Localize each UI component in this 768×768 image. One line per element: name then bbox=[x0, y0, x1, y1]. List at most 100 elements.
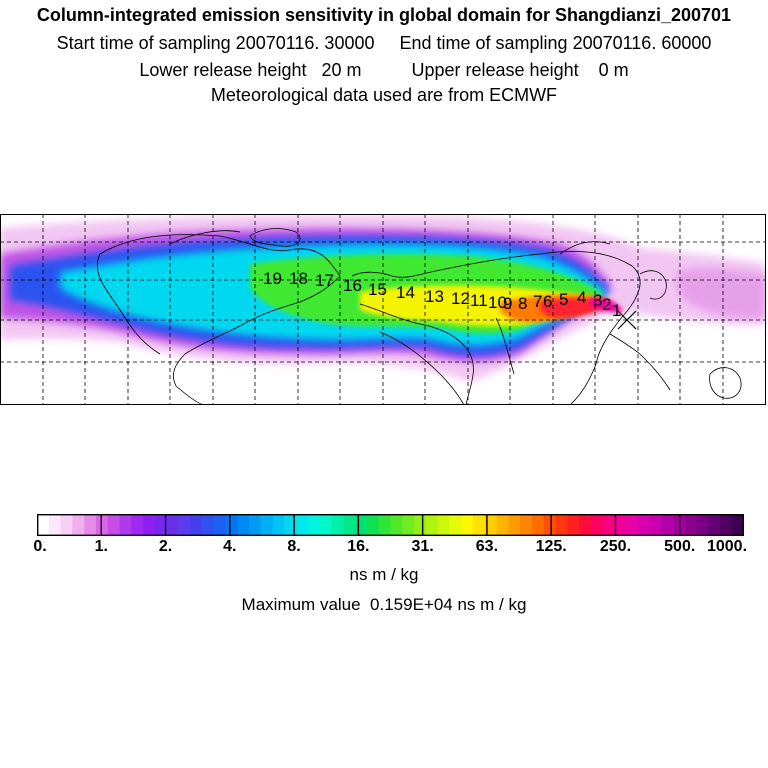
day-label: 5 bbox=[559, 290, 568, 309]
colorbar-tick-label: 0. bbox=[33, 538, 47, 555]
colorbar-cell bbox=[131, 514, 144, 536]
colorbar-cell bbox=[461, 514, 474, 536]
colorbar-cell bbox=[425, 514, 439, 536]
colorbar-cell bbox=[60, 514, 73, 536]
day-label: 7 bbox=[533, 292, 542, 311]
colorbar bbox=[37, 514, 744, 536]
colorbar-cell bbox=[508, 514, 521, 536]
trajectory-day-labels: 19 18 17 16 15 14 13 12 11 10 9 8 7 6 5 … bbox=[263, 269, 621, 320]
colorbar-cell bbox=[661, 514, 674, 536]
colorbar-cell bbox=[143, 514, 156, 536]
colorbar-cell bbox=[614, 514, 627, 536]
colorbar-cell bbox=[437, 514, 450, 536]
day-label: 18 bbox=[289, 269, 308, 288]
colorbar-cell bbox=[472, 514, 486, 536]
colorbar-cell bbox=[484, 514, 497, 536]
colorbar-tick-label: 4. bbox=[223, 538, 237, 555]
colorbar-cell bbox=[296, 514, 309, 536]
day-label: 19 bbox=[263, 269, 282, 288]
colorbar-tick-label: 31. bbox=[411, 538, 434, 555]
graticule bbox=[0, 214, 766, 405]
day-label: 8 bbox=[518, 294, 527, 313]
colorbar-cell bbox=[154, 514, 168, 536]
colorbar-cell bbox=[272, 514, 285, 536]
colorbar-cell bbox=[390, 514, 403, 536]
colorbar-cell bbox=[579, 514, 592, 536]
colorbar-tick-label: 2. bbox=[158, 538, 173, 555]
colorbar-cell bbox=[402, 514, 415, 536]
colorbar-tick-label: 8. bbox=[287, 538, 301, 555]
colorbar-cell bbox=[201, 514, 215, 536]
colorbar-cell bbox=[708, 514, 721, 536]
colorbar-cell bbox=[343, 514, 356, 536]
day-label: 4 bbox=[577, 288, 586, 307]
colorbar-cell bbox=[378, 514, 391, 536]
colorbar-cell bbox=[190, 514, 203, 536]
colorbar-cell bbox=[308, 514, 321, 536]
colorbar-cell bbox=[319, 514, 332, 536]
colorbar-tick-label: 250. bbox=[599, 538, 632, 555]
day-label: 11 bbox=[470, 291, 488, 310]
day-label: 9 bbox=[503, 294, 512, 313]
colorbar-tick-label: 1000. bbox=[706, 538, 748, 555]
colorbar-cell bbox=[649, 514, 662, 536]
colorbar-cell bbox=[543, 514, 556, 536]
colorbar-tick-label: 63. bbox=[475, 538, 499, 555]
colorbar-cell bbox=[166, 514, 179, 536]
plot-title: Column-integrated emission sensitivity i… bbox=[36, 5, 732, 25]
colorbar-tick-label: 125. bbox=[535, 538, 567, 555]
colorbar-cell bbox=[555, 514, 568, 536]
colorbar-cell bbox=[414, 514, 427, 536]
colorbar-cell bbox=[720, 514, 733, 536]
colorbar-cell bbox=[496, 514, 509, 536]
colorbar-cell bbox=[284, 514, 297, 536]
colorbar-cell bbox=[685, 514, 698, 536]
colorbar-cell bbox=[84, 514, 97, 536]
colorbar-cell bbox=[48, 514, 61, 536]
colorbar-cell bbox=[95, 514, 109, 536]
day-label: 14 bbox=[396, 283, 415, 302]
sampling-times: Start time of sampling 20070116. 30000 E… bbox=[56, 33, 712, 53]
colorbar-cell bbox=[225, 514, 238, 536]
colorbar-cell bbox=[449, 514, 462, 536]
colorbar-tick-label: 16. bbox=[347, 538, 370, 555]
colorbar-cell bbox=[626, 514, 639, 536]
colorbar-units: ns m / kg bbox=[349, 565, 419, 584]
colorbar-cell bbox=[37, 514, 50, 536]
colorbar-cell bbox=[590, 514, 603, 536]
day-label: 2 bbox=[602, 295, 611, 314]
day-label: 13 bbox=[425, 287, 444, 306]
colorbar-cell bbox=[696, 514, 710, 536]
colorbar-cell bbox=[567, 514, 580, 536]
met-data-source: Meteorological data used are from ECMWF bbox=[210, 85, 558, 105]
colorbar-cell bbox=[637, 514, 651, 536]
day-label: 15 bbox=[368, 280, 387, 299]
colorbar-cell bbox=[72, 514, 85, 536]
colorbar-cell bbox=[732, 514, 744, 536]
colorbar-cell bbox=[331, 514, 344, 536]
colorbar-tick-label: 500. bbox=[664, 538, 696, 555]
cross-icon bbox=[617, 310, 637, 330]
emission-sensitivity-map: 19 18 17 16 15 14 13 12 11 10 9 8 7 6 5 … bbox=[0, 214, 766, 405]
colorbar-cell bbox=[602, 514, 615, 536]
release-heights: Lower release height 20 m Upper release … bbox=[139, 60, 629, 80]
day-label: 17 bbox=[315, 271, 334, 290]
maximum-value: Maximum value 0.159E+04 ns m / kg bbox=[241, 595, 527, 614]
colorbar-cell bbox=[107, 514, 120, 536]
colorbar-cell bbox=[520, 514, 533, 536]
colorbar-cell bbox=[260, 514, 274, 536]
day-label: 6 bbox=[543, 292, 552, 311]
colorbar-tick-label: 1. bbox=[94, 538, 108, 555]
day-label: 10 bbox=[488, 293, 507, 312]
day-label: 1 bbox=[612, 301, 621, 320]
colorbar-cell bbox=[366, 514, 380, 536]
day-label: 16 bbox=[343, 276, 362, 295]
colorbar-cell bbox=[119, 514, 132, 536]
colorbar-cell bbox=[531, 514, 545, 536]
day-label: 3 bbox=[593, 291, 602, 310]
colorbar-cell bbox=[178, 514, 191, 536]
colorbar-cell bbox=[213, 514, 226, 536]
day-label: 12 bbox=[451, 289, 470, 308]
colorbar-cell bbox=[237, 514, 250, 536]
colorbar-cell bbox=[355, 514, 368, 536]
